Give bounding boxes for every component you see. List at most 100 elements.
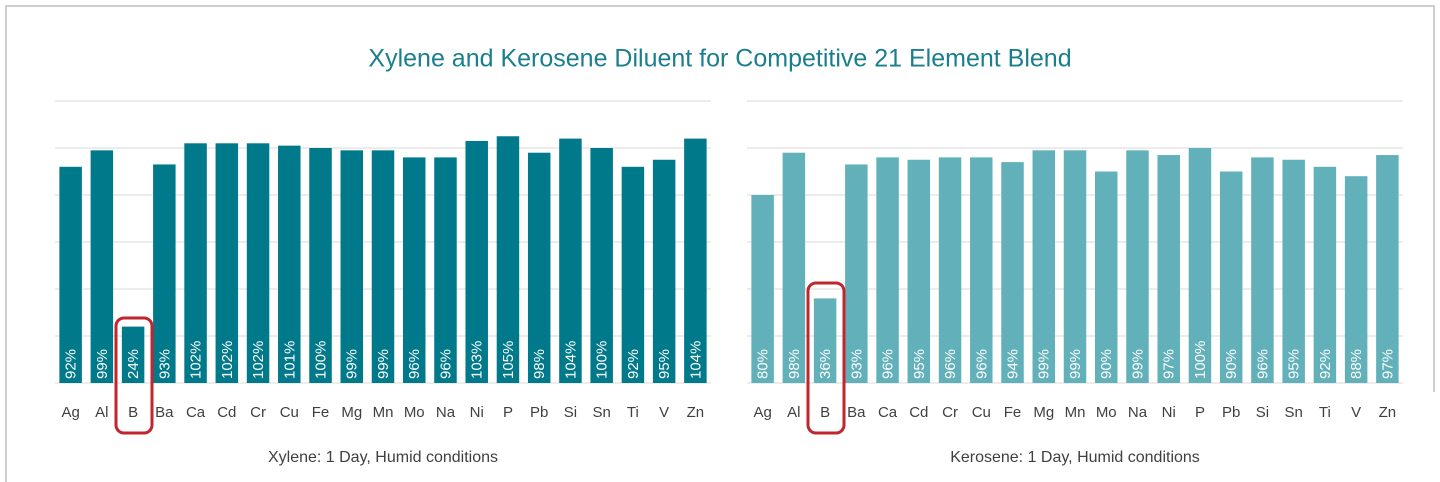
x-tick-label: Cr bbox=[942, 404, 958, 421]
bar bbox=[496, 136, 520, 383]
bar bbox=[1126, 150, 1149, 383]
bar bbox=[309, 148, 332, 383]
bar bbox=[121, 326, 145, 383]
bar bbox=[371, 150, 395, 383]
bar bbox=[278, 145, 301, 383]
data-label: 98% bbox=[531, 349, 548, 379]
x-tick-label: Na bbox=[1128, 404, 1148, 421]
data-label: 102% bbox=[250, 341, 267, 379]
x-tick-label: P bbox=[503, 404, 513, 421]
data-label: 99% bbox=[1036, 349, 1053, 379]
data-label: 92% bbox=[625, 349, 642, 379]
data-label: 102% bbox=[219, 341, 236, 379]
bar bbox=[1344, 176, 1368, 383]
x-tick-label: Pb bbox=[530, 404, 548, 421]
bar bbox=[402, 157, 426, 383]
bar bbox=[751, 195, 774, 383]
x-tick-label: Mo bbox=[1096, 404, 1117, 421]
bar bbox=[876, 157, 899, 383]
bar bbox=[938, 157, 962, 383]
data-label: 104% bbox=[687, 341, 704, 379]
bar bbox=[845, 164, 868, 383]
x-tick-label: Sn bbox=[1284, 404, 1302, 421]
data-label: 93% bbox=[848, 349, 865, 379]
data-label: 99% bbox=[344, 349, 361, 379]
bar bbox=[1251, 157, 1274, 383]
bar bbox=[1376, 155, 1399, 383]
bar bbox=[1219, 171, 1243, 383]
x-tick-label: Ag bbox=[61, 404, 79, 421]
x-tick-label: Ba bbox=[155, 404, 174, 421]
x-tick-label: V bbox=[659, 404, 669, 421]
data-label: 103% bbox=[469, 341, 486, 379]
x-tick-label: B bbox=[128, 404, 138, 421]
x-tick-label: Pb bbox=[1222, 404, 1240, 421]
bar bbox=[907, 159, 931, 383]
x-axis-title: Xylene: 1 Day, Humid conditions bbox=[268, 449, 498, 466]
x-axis-title: Kerosene: 1 Day, Humid conditions bbox=[950, 449, 1200, 466]
x-tick-label: Ag bbox=[753, 404, 771, 421]
bar bbox=[246, 143, 270, 383]
x-tick-label: Cu bbox=[280, 404, 299, 421]
data-label: 96% bbox=[406, 349, 423, 379]
bar bbox=[621, 166, 645, 383]
x-tick-label: B bbox=[820, 404, 830, 421]
data-label: 99% bbox=[94, 349, 111, 379]
x-tick-label: Mn bbox=[373, 404, 394, 421]
data-label: 100% bbox=[1192, 341, 1209, 379]
x-tick-label: Si bbox=[564, 404, 577, 421]
bar bbox=[434, 157, 457, 383]
data-label: 95% bbox=[911, 349, 928, 379]
x-tick-label: Na bbox=[436, 404, 456, 421]
x-tick-label: P bbox=[1195, 404, 1205, 421]
bar bbox=[465, 140, 488, 383]
x-tick-label: Mg bbox=[1033, 404, 1054, 421]
chart-title: Xylene and Kerosene Diluent for Competit… bbox=[368, 45, 1071, 73]
highlight-box bbox=[114, 316, 154, 435]
bar bbox=[153, 164, 176, 383]
x-tick-label: Ni bbox=[1162, 404, 1176, 421]
data-label: 95% bbox=[1286, 349, 1303, 379]
frame bbox=[5, 5, 1435, 482]
x-tick-label: Cd bbox=[909, 404, 928, 421]
data-label: 97% bbox=[1379, 349, 1396, 379]
data-label: 96% bbox=[973, 349, 990, 379]
data-label: 105% bbox=[500, 341, 517, 379]
bar bbox=[184, 143, 207, 383]
data-label: 94% bbox=[1004, 349, 1021, 379]
bar bbox=[590, 148, 613, 383]
data-label: 100% bbox=[594, 341, 611, 379]
x-tick-label: V bbox=[1351, 404, 1361, 421]
plots: Ag 92% Al 99% B 24% Ba 93% Ca 102% Cd 102% Cr 102% Cu 1… bbox=[55, 100, 1403, 466]
bar bbox=[90, 150, 114, 383]
data-label: 90% bbox=[1098, 349, 1115, 379]
x-tick-label: Mg bbox=[341, 404, 362, 421]
bar bbox=[527, 152, 551, 383]
bar bbox=[340, 150, 364, 383]
data-label: 92% bbox=[63, 349, 80, 379]
bar bbox=[559, 138, 582, 383]
x-tick-label: Ti bbox=[627, 404, 639, 421]
x-tick-label: Fe bbox=[312, 404, 330, 421]
data-label: 104% bbox=[562, 341, 579, 379]
x-tick-label: Cr bbox=[250, 404, 266, 421]
data-label: 96% bbox=[1254, 349, 1271, 379]
x-tick-label: Sn bbox=[592, 404, 610, 421]
x-tick-label: Ca bbox=[878, 404, 898, 421]
bar bbox=[1157, 155, 1180, 383]
data-label: 93% bbox=[156, 349, 173, 379]
x-tick-label: Mo bbox=[404, 404, 425, 421]
x-tick-label: Mn bbox=[1065, 404, 1086, 421]
x-tick-label: Zn bbox=[687, 404, 705, 421]
highlight-box bbox=[806, 281, 846, 435]
data-label: 102% bbox=[188, 341, 205, 379]
bar bbox=[782, 152, 806, 383]
bar bbox=[1032, 150, 1056, 383]
data-label: 92% bbox=[1317, 349, 1334, 379]
bar bbox=[1063, 150, 1087, 383]
data-label: 100% bbox=[312, 341, 329, 379]
x-tick-label: Cu bbox=[972, 404, 991, 421]
bar bbox=[1094, 171, 1118, 383]
bar bbox=[1188, 148, 1212, 383]
